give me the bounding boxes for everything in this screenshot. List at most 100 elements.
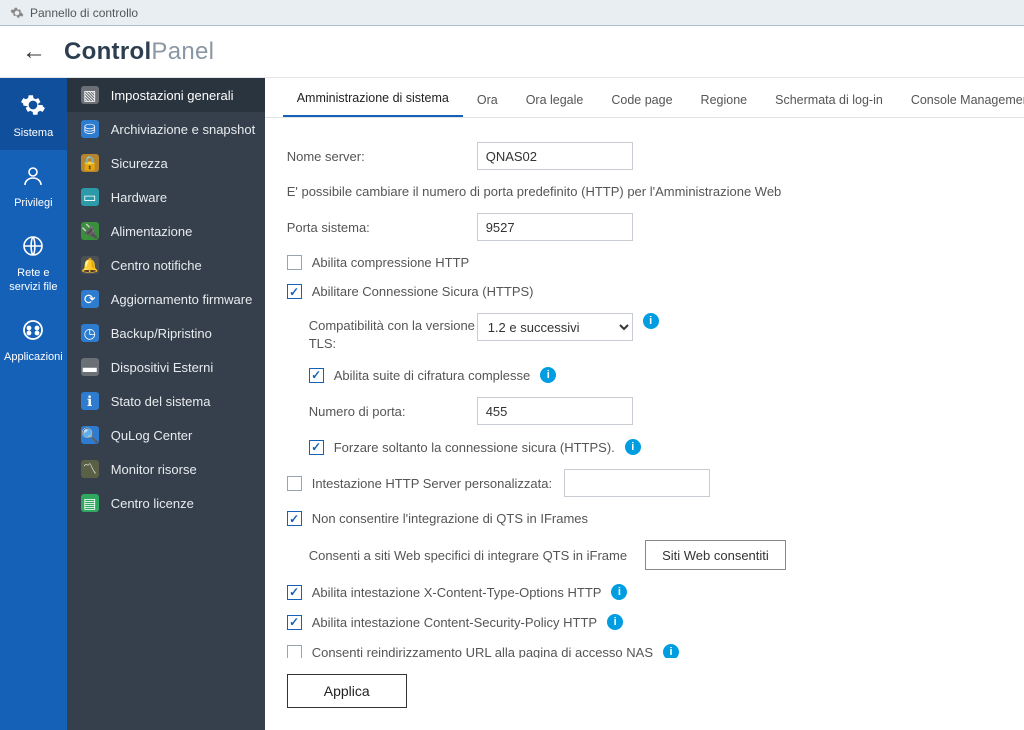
info-icon[interactable]: i: [540, 367, 556, 383]
rail-icon: [0, 92, 67, 123]
sidebar: ▧Impostazioni generali ⛁ Archiviazione e s…: [67, 78, 265, 730]
force-https-checkbox[interactable]: [309, 440, 324, 455]
sidebar-item-archiviazione-e-snapshot[interactable]: ⛁ Archiviazione e snapshot: [67, 112, 265, 146]
sidebar-icon: 🔌: [81, 222, 99, 240]
rail-label: Privilegi: [0, 197, 67, 210]
sidebar-icon: ⛁: [81, 120, 99, 138]
csp-label: Abilita intestazione Content-Security-Po…: [312, 615, 597, 630]
https-port-input[interactable]: [477, 397, 633, 425]
info-icon[interactable]: i: [611, 584, 627, 600]
sidebar-label: Alimentazione: [111, 224, 193, 239]
sidebar-label: Impostazioni generali: [111, 88, 234, 103]
nas-redirect-label: Consenti reindirizzamento URL alla pagin…: [312, 645, 653, 658]
nas-redirect-checkbox[interactable]: [287, 645, 302, 658]
iframe-disallow-checkbox[interactable]: [287, 511, 302, 526]
sidebar-label: Sicurezza: [111, 156, 168, 171]
content-tabs: Amministrazione di sistemaOraOra legaleC…: [265, 78, 1024, 118]
app-header: ← ControlPanel: [0, 26, 1024, 78]
form-area: Nome server: E' possibile cambiare il nu…: [265, 118, 1024, 658]
allowed-sites-button[interactable]: Siti Web consentiti: [645, 540, 786, 570]
sidebar-item-monitor-risorse[interactable]: 〽 Monitor risorse: [67, 452, 265, 486]
sidebar-icon: 〽: [81, 460, 99, 478]
sidebar-item-sicurezza[interactable]: 🔒Sicurezza: [67, 146, 265, 180]
https-enable-checkbox[interactable]: [287, 284, 302, 299]
rail-item-applicazioni[interactable]: Applicazioni: [0, 304, 67, 374]
form-footer: Applica: [265, 658, 1024, 730]
force-https-label: Forzare soltanto la connessione sicura (…: [334, 440, 615, 455]
csp-checkbox[interactable]: [287, 615, 302, 630]
rail-icon: [0, 234, 67, 263]
sidebar-item-stato-del-sistema[interactable]: ℹStato del sistema: [67, 384, 265, 418]
server-name-label: Nome server:: [287, 149, 477, 164]
system-port-label: Porta sistema:: [287, 220, 477, 235]
tab-code-page[interactable]: Code page: [597, 83, 686, 117]
cipher-suite-label: Abilita suite di cifratura complesse: [334, 368, 531, 383]
sidebar-label: QuLog Center: [111, 428, 193, 443]
sidebar-label: Centro notifiche: [111, 258, 202, 273]
server-name-input[interactable]: [477, 142, 633, 170]
rail-label: Sistema: [0, 127, 67, 140]
window-title: Pannello di controllo: [30, 6, 138, 20]
iframe-allow-text: Consenti a siti Web specifici di integra…: [309, 548, 627, 563]
rail-label: Rete e servizi file: [0, 267, 67, 293]
sidebar-icon: 🔍: [81, 426, 99, 444]
category-rail: Sistema Privilegi Rete e servizi file Appli…: [0, 78, 67, 730]
sidebar-icon: ⟳: [81, 290, 99, 308]
back-button[interactable]: ←: [22, 38, 46, 66]
iframe-disallow-label: Non consentire l'integrazione di QTS in …: [312, 511, 588, 526]
brand-bold: Control: [64, 38, 151, 65]
system-port-input[interactable]: [477, 213, 633, 241]
sidebar-label: Backup/Ripristino: [111, 326, 212, 341]
sidebar-label: Stato del sistema: [111, 394, 211, 409]
info-icon[interactable]: i: [643, 313, 659, 329]
sidebar-item-impostazioni-generali[interactable]: ▧Impostazioni generali: [67, 78, 265, 112]
http-compress-label: Abilita compressione HTTP: [312, 255, 470, 270]
brand: ControlPanel: [64, 38, 214, 66]
xcto-checkbox[interactable]: [287, 585, 302, 600]
cipher-suite-checkbox[interactable]: [309, 368, 324, 383]
sidebar-icon: ▤: [81, 494, 99, 512]
brand-light: Panel: [151, 38, 214, 65]
sidebar-item-aggiornamento-firmware[interactable]: ⟳ Aggiornamento firmware: [67, 282, 265, 316]
custom-header-input[interactable]: [564, 469, 710, 497]
tls-compat-label: Compatibilità con la versione TLS:: [309, 313, 477, 353]
rail-item-sistema[interactable]: Sistema: [0, 78, 67, 150]
sidebar-label: Aggiornamento firmware: [111, 292, 253, 307]
rail-item-rete-e-servizi-file[interactable]: Rete e servizi file: [0, 220, 67, 303]
tab-schermata-di-log-in[interactable]: Schermata di log-in: [761, 83, 897, 117]
rail-icon: [0, 318, 67, 347]
rail-icon: [0, 164, 67, 193]
info-icon[interactable]: i: [663, 644, 679, 658]
sidebar-item-dispositivi-esterni[interactable]: ▬ Dispositivi Esterni: [67, 350, 265, 384]
sidebar-item-hardware[interactable]: ▭Hardware: [67, 180, 265, 214]
sidebar-label: Monitor risorse: [111, 462, 197, 477]
custom-header-checkbox[interactable]: [287, 476, 302, 491]
sidebar-item-backup-ripristino[interactable]: ◷ Backup/Ripristino: [67, 316, 265, 350]
window-titlebar: Pannello di controllo: [0, 0, 1024, 26]
sidebar-icon: 🔔: [81, 256, 99, 274]
sidebar-label: Hardware: [111, 190, 167, 205]
sidebar-icon: ▬: [81, 358, 99, 376]
sidebar-item-centro-licenze[interactable]: ▤ Centro licenze: [67, 486, 265, 520]
sidebar-item-qulog-center[interactable]: 🔍 QuLog Center: [67, 418, 265, 452]
tab-regione[interactable]: Regione: [687, 83, 762, 117]
sidebar-label: Archiviazione e snapshot: [111, 122, 256, 137]
tls-compat-select[interactable]: 1.2 e successivi: [477, 313, 633, 341]
http-compress-checkbox[interactable]: [287, 255, 302, 270]
apply-button[interactable]: Applica: [287, 674, 407, 708]
sidebar-label: Centro licenze: [111, 496, 194, 511]
info-icon[interactable]: i: [625, 439, 641, 455]
xcto-label: Abilita intestazione X-Content-Type-Opti…: [312, 585, 602, 600]
tab-console-management[interactable]: Console Management: [897, 83, 1024, 117]
info-icon[interactable]: i: [607, 614, 623, 630]
sidebar-label: Dispositivi Esterni: [111, 360, 214, 375]
tab-amministrazione-di-sistema[interactable]: Amministrazione di sistema: [283, 81, 463, 117]
tab-ora-legale[interactable]: Ora legale: [512, 83, 598, 117]
sidebar-item-alimentazione[interactable]: 🔌 Alimentazione: [67, 214, 265, 248]
sidebar-icon: ◷: [81, 324, 99, 342]
tab-ora[interactable]: Ora: [463, 83, 512, 117]
custom-header-label: Intestazione HTTP Server personalizzata:: [312, 476, 552, 491]
rail-item-privilegi[interactable]: Privilegi: [0, 150, 67, 220]
sidebar-item-centro-notifiche[interactable]: 🔔 Centro notifiche: [67, 248, 265, 282]
https-enable-label: Abilitare Connessione Sicura (HTTPS): [312, 284, 534, 299]
